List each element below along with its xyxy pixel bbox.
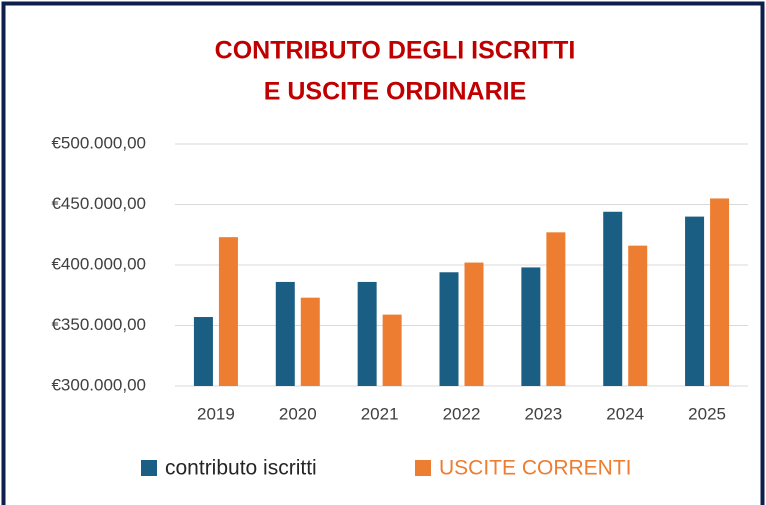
y-tick-label: €300.000,00	[51, 375, 146, 394]
x-tick-label: 2020	[279, 404, 317, 423]
legend-swatch	[141, 460, 157, 476]
chart-title: E USCITE ORDINARIE	[264, 78, 527, 106]
y-tick-label: €500.000,00	[51, 133, 146, 152]
bar	[521, 267, 541, 386]
bar	[603, 211, 623, 386]
bar	[218, 237, 238, 386]
chart-title: CONTRIBUTO DEGLI ISCRITTI	[215, 37, 576, 65]
x-tick-label: 2019	[197, 404, 235, 423]
bar	[300, 297, 320, 386]
bar	[710, 198, 730, 386]
x-tick-label: 2024	[606, 404, 644, 423]
bar	[382, 314, 402, 386]
bar	[275, 281, 295, 386]
bar	[439, 272, 459, 386]
legend-label: USCITE CORRENTI	[439, 457, 632, 480]
x-tick-label: 2022	[443, 404, 481, 423]
y-tick-label: €400.000,00	[51, 254, 146, 273]
x-tick-label: 2021	[361, 404, 399, 423]
y-tick-label: €350.000,00	[51, 315, 146, 334]
bar	[464, 262, 484, 386]
x-tick-label: 2023	[524, 404, 562, 423]
y-tick-label: €450.000,00	[51, 194, 146, 213]
bar	[357, 281, 377, 386]
x-tick-label: 2025	[688, 404, 726, 423]
bar	[193, 317, 213, 386]
legend-swatch	[415, 460, 431, 476]
bar	[546, 232, 566, 386]
bar	[628, 245, 648, 386]
bar	[685, 216, 705, 386]
legend-label: contributo iscritti	[165, 457, 317, 480]
